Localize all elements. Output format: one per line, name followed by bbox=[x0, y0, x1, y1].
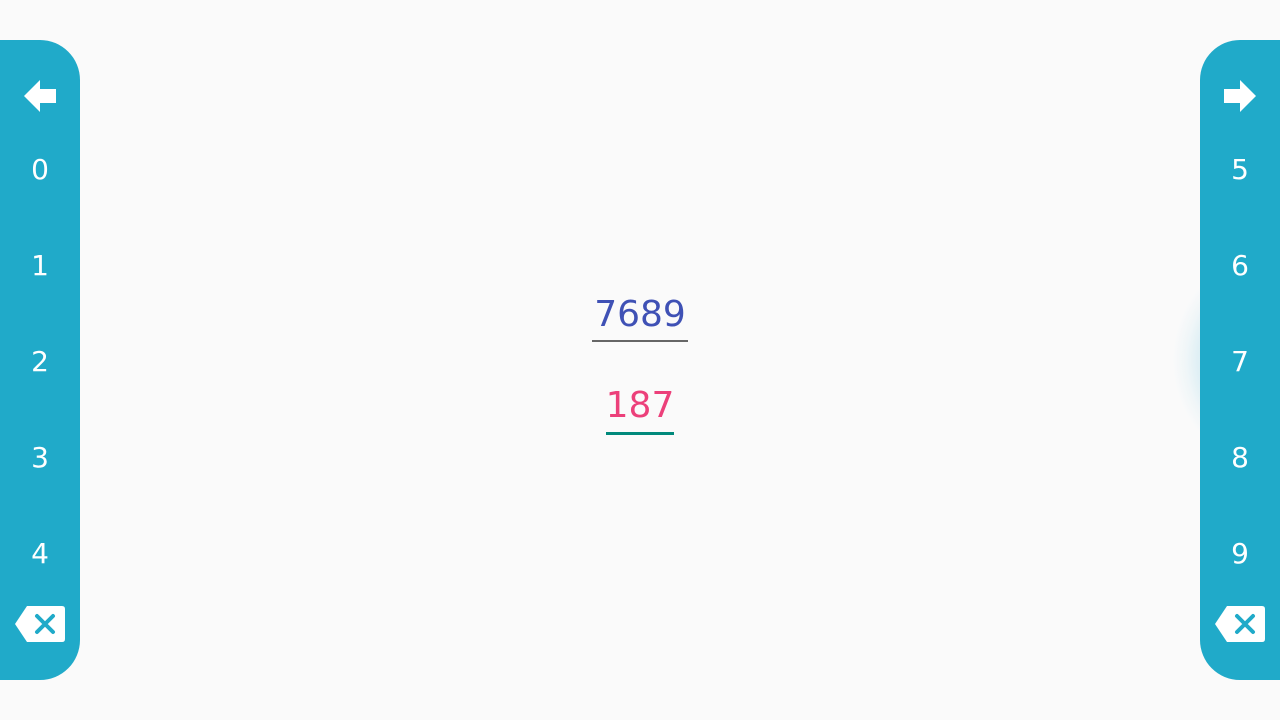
backspace-icon bbox=[15, 606, 65, 642]
answer-area: 187 bbox=[540, 380, 740, 435]
digit-button-2[interactable]: 2 bbox=[31, 344, 49, 378]
left-keypad: 0 1 2 3 4 bbox=[0, 40, 80, 680]
arrow-left-icon bbox=[24, 80, 56, 112]
digit-button-9[interactable]: 9 bbox=[1231, 536, 1249, 570]
digit-button-4[interactable]: 4 bbox=[31, 536, 49, 570]
right-keypad: 5 6 7 8 9 bbox=[1200, 40, 1280, 680]
digit-button-5[interactable]: 5 bbox=[1231, 152, 1249, 186]
problem-number: 7689 bbox=[592, 290, 688, 342]
arrow-left-button[interactable] bbox=[0, 76, 80, 116]
arrow-right-button[interactable] bbox=[1200, 76, 1280, 116]
digit-button-7[interactable]: 7 bbox=[1231, 344, 1249, 378]
answer-input[interactable]: 187 bbox=[605, 380, 675, 435]
backspace-button-right[interactable] bbox=[1200, 604, 1280, 644]
backspace-button-left[interactable] bbox=[0, 604, 80, 644]
digit-button-1[interactable]: 1 bbox=[31, 248, 49, 282]
problem-area: 7689 bbox=[540, 290, 740, 342]
digit-button-8[interactable]: 8 bbox=[1231, 440, 1249, 474]
backspace-icon bbox=[1215, 606, 1265, 642]
digit-button-6[interactable]: 6 bbox=[1231, 248, 1249, 282]
arrow-right-icon bbox=[1224, 80, 1256, 112]
digit-button-3[interactable]: 3 bbox=[31, 440, 49, 474]
digit-button-0[interactable]: 0 bbox=[31, 152, 49, 186]
